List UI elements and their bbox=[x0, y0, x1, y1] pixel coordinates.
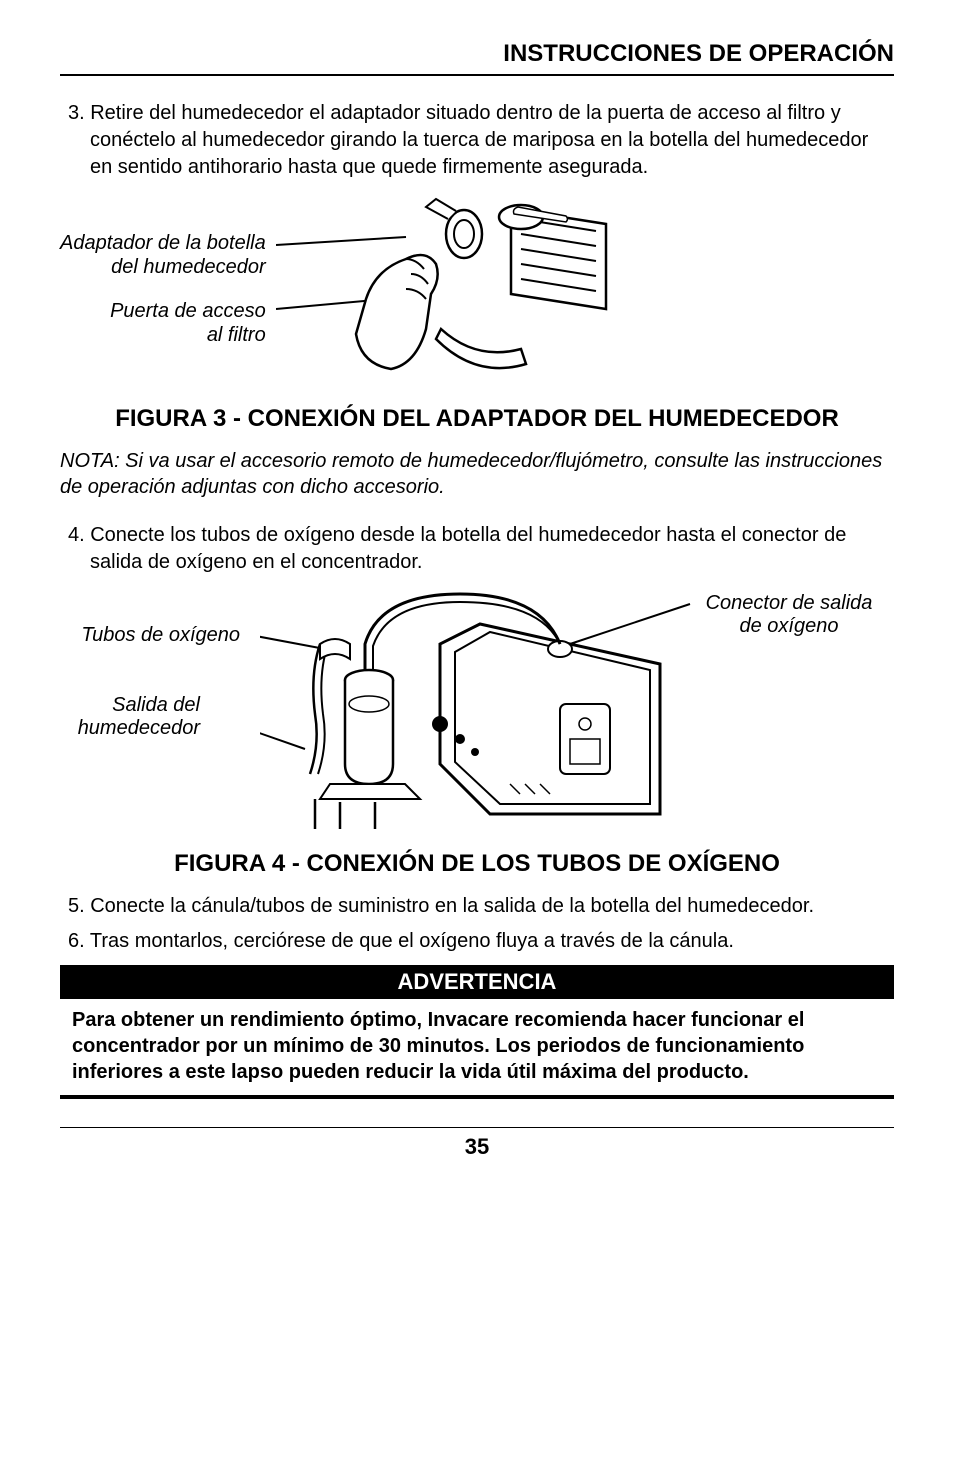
fig3-label-adapter: Adaptador de la botella del humedecedor bbox=[60, 231, 266, 279]
nota-text: NOTA: Si va usar el accesorio remoto de … bbox=[60, 448, 894, 500]
fig4-label-outlet-left-line2: humedecedor bbox=[60, 717, 200, 740]
figure-3-labels: Adaptador de la botella del humedecedor … bbox=[60, 231, 276, 347]
fig3-label-door: Puerta de acceso al filtro bbox=[60, 299, 266, 347]
warning-header: ADVERTENCIA bbox=[60, 965, 894, 999]
fig4-label-outlet-left: Salida del humedecedor bbox=[60, 694, 200, 740]
fig4-label-tubes-text: Tubos de oxígeno bbox=[81, 624, 240, 646]
figure-4-caption: FIGURA 4 - CONEXIÓN DE LOS TUBOS DE OXÍG… bbox=[60, 850, 894, 879]
fig4-label-tubes: Tubos de oxígeno bbox=[60, 624, 240, 647]
page-header: INSTRUCCIONES DE OPERACIÓN bbox=[60, 40, 894, 76]
figure-3-illustration bbox=[276, 189, 636, 389]
fig3-label-adapter-line2: del humedecedor bbox=[60, 255, 266, 279]
step-4: 4. Conecte los tubos de oxígeno desde la… bbox=[60, 522, 894, 576]
fig3-label-adapter-line1: Adaptador de la botella bbox=[60, 231, 266, 255]
step-3: 3. Retire del humedecedor el adaptador s… bbox=[60, 100, 894, 181]
figure-3-container: Adaptador de la botella del humedecedor … bbox=[60, 189, 894, 389]
fig4-label-outlet-left-line1: Salida del bbox=[60, 694, 200, 717]
step-6: 6. Tras montarlos, cerciórese de que el … bbox=[60, 928, 894, 955]
fig3-label-door-line2: al filtro bbox=[60, 323, 266, 347]
fig3-label-door-line1: Puerta de acceso bbox=[60, 299, 266, 323]
step-5: 5. Conecte la cánula/tubos de suministro… bbox=[60, 893, 894, 920]
figure-4-container: Tubos de oxígeno Salida del humedecedor … bbox=[60, 584, 894, 834]
figure-3-caption: FIGURA 3 - CONEXIÓN DEL ADAPTADOR DEL HU… bbox=[60, 405, 894, 434]
warning-body: Para obtener un rendimiento óptimo, Inva… bbox=[60, 999, 894, 1099]
page-number: 35 bbox=[60, 1127, 894, 1160]
figure-4-illustration bbox=[260, 584, 730, 834]
